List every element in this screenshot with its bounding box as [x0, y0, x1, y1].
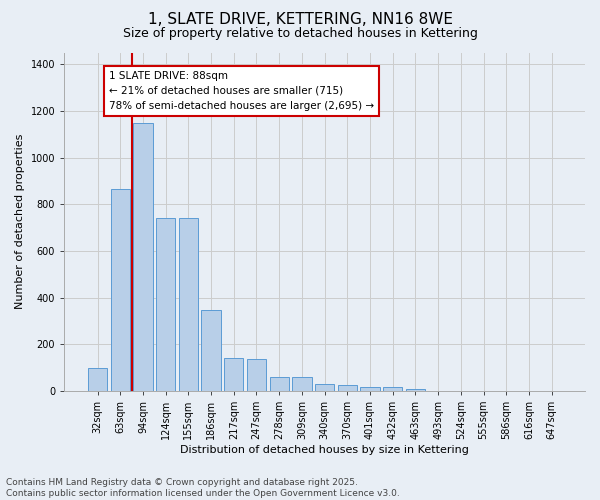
Bar [315, 384, 334, 391]
Bar [269, 377, 289, 391]
Bar [361, 386, 380, 391]
Bar [292, 378, 311, 391]
Bar [179, 218, 198, 391]
Y-axis label: Number of detached properties: Number of detached properties [15, 134, 25, 310]
Bar [338, 385, 357, 391]
Text: Size of property relative to detached houses in Kettering: Size of property relative to detached ho… [122, 28, 478, 40]
Bar [224, 358, 244, 391]
Text: 1 SLATE DRIVE: 88sqm
← 21% of detached houses are smaller (715)
78% of semi-deta: 1 SLATE DRIVE: 88sqm ← 21% of detached h… [109, 71, 374, 111]
Bar [133, 122, 152, 391]
Bar [247, 360, 266, 391]
X-axis label: Distribution of detached houses by size in Kettering: Distribution of detached houses by size … [180, 445, 469, 455]
Bar [202, 310, 221, 391]
Bar [88, 368, 107, 391]
Bar [406, 389, 425, 391]
Bar [383, 386, 403, 391]
Text: 1, SLATE DRIVE, KETTERING, NN16 8WE: 1, SLATE DRIVE, KETTERING, NN16 8WE [148, 12, 452, 28]
Text: Contains HM Land Registry data © Crown copyright and database right 2025.
Contai: Contains HM Land Registry data © Crown c… [6, 478, 400, 498]
Bar [156, 218, 175, 391]
Bar [110, 189, 130, 391]
